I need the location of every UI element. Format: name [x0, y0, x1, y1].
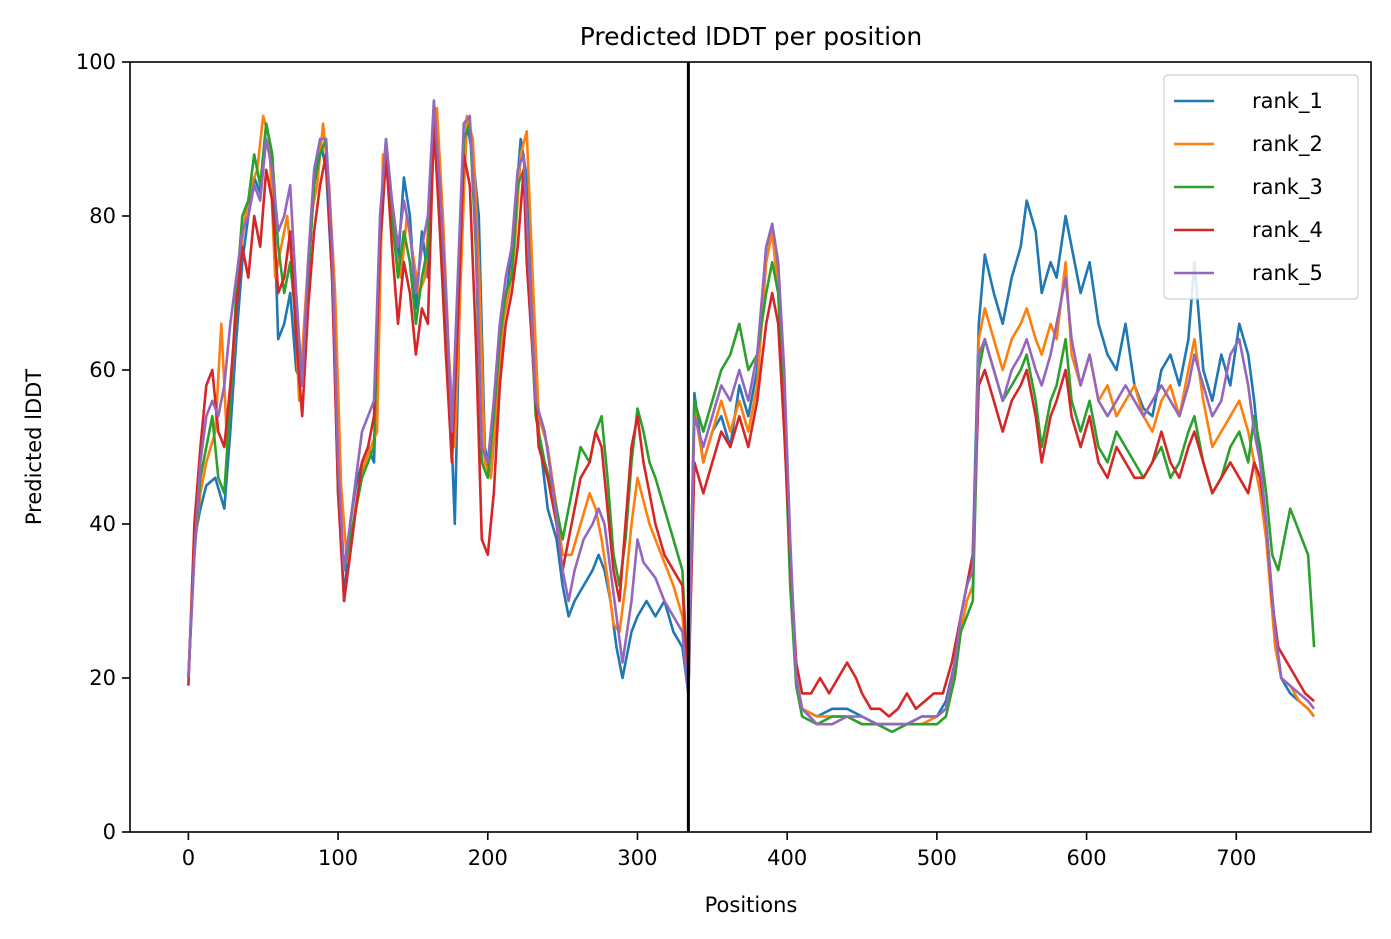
legend-label: rank_4 — [1252, 218, 1323, 243]
legend-label: rank_1 — [1252, 89, 1323, 114]
y-axis-label: Predicted lDDT — [22, 369, 46, 525]
x-tick-label: 700 — [1216, 846, 1256, 870]
x-tick-label: 0 — [182, 846, 195, 870]
legend-label: rank_3 — [1252, 175, 1323, 200]
chart-title: Predicted lDDT per position — [580, 22, 922, 51]
x-axis-label: Positions — [705, 893, 798, 917]
y-tick-label: 0 — [103, 820, 116, 844]
x-tick-label: 100 — [318, 846, 358, 870]
x-tick-label: 200 — [468, 846, 508, 870]
x-tick-label: 600 — [1067, 846, 1107, 870]
x-tick-label: 300 — [617, 846, 657, 870]
series-line-rank-4 — [187, 122, 1315, 718]
legend-label: rank_5 — [1252, 261, 1323, 286]
y-axis: 0 20 40 60 80 100 — [76, 50, 130, 844]
y-tick-label: 80 — [89, 204, 116, 228]
legend-box — [1163, 74, 1359, 300]
plot-frame — [129, 61, 1372, 833]
y-tick-label: 40 — [89, 512, 116, 536]
series-layer — [187, 99, 1316, 734]
y-tick-label: 20 — [89, 666, 116, 690]
series-line-rank-5 — [187, 99, 1316, 726]
legend: rank_1 rank_2 rank_3 rank_4 rank_5 — [1163, 74, 1359, 300]
y-tick-label: 100 — [76, 50, 116, 74]
x-tick-label: 500 — [917, 846, 957, 870]
legend-label: rank_2 — [1252, 132, 1323, 157]
y-tick-label: 60 — [89, 358, 116, 382]
x-axis: 0 100 200 300 400 500 600 700 — [182, 832, 1256, 870]
series-line-rank-2 — [187, 106, 1316, 726]
x-tick-label: 400 — [767, 846, 807, 870]
